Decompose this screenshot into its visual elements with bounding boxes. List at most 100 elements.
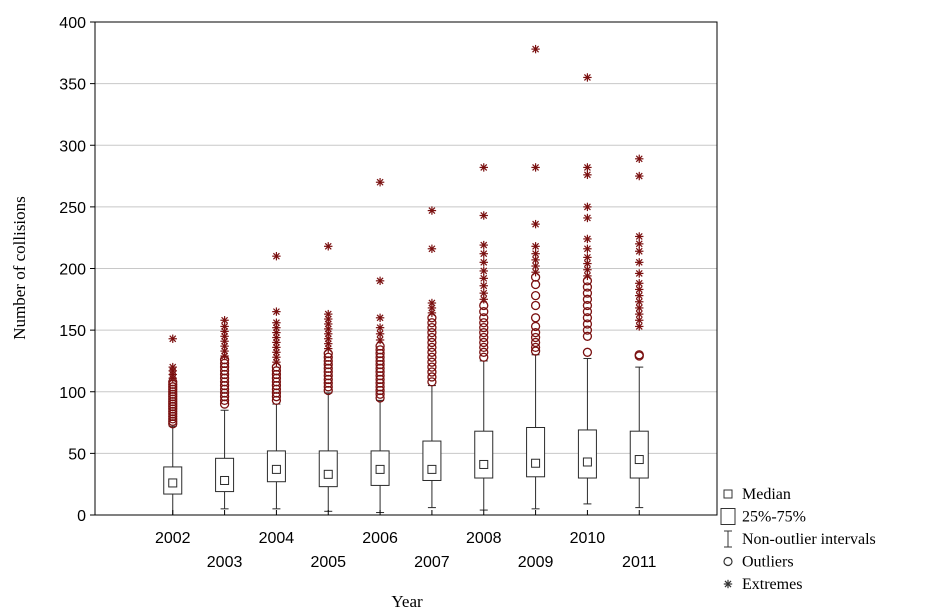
legend-extreme-marker	[723, 579, 733, 589]
iqr-box	[629, 430, 649, 479]
outlier-point	[427, 357, 437, 367]
extreme-point	[324, 324, 333, 334]
x-tick-label: 2003	[207, 554, 243, 571]
extreme-point	[635, 232, 644, 241]
extreme-point	[479, 295, 488, 304]
extreme-point	[479, 288, 488, 298]
extreme-point	[531, 249, 540, 258]
extreme-point	[635, 303, 644, 313]
legend-label: Median	[742, 486, 791, 503]
legend-item: Median	[723, 486, 791, 503]
extreme-point	[324, 242, 333, 251]
outlier-point	[479, 347, 489, 357]
extreme-point	[479, 163, 488, 172]
x-tick-label: 2002	[155, 530, 191, 547]
legend: Median 25%-75% Non-outlier intervals Outlie…	[720, 486, 876, 593]
outlier-point	[427, 323, 437, 333]
outlier-point	[479, 323, 489, 333]
outlier-point	[530, 332, 541, 343]
legend-label: 25%-75%	[742, 509, 806, 526]
outlier-point	[582, 294, 593, 304]
box-2002	[163, 334, 183, 516]
extreme-point	[168, 334, 177, 343]
outlier-point	[582, 347, 593, 357]
extreme-point	[375, 178, 385, 187]
box-2009	[526, 44, 546, 510]
iqr-box	[526, 426, 546, 478]
extreme-point	[324, 309, 333, 319]
outlier-point	[427, 372, 437, 382]
median-marker	[582, 457, 592, 467]
extreme-point	[168, 362, 177, 372]
extreme-point	[272, 251, 281, 261]
extreme-point	[479, 211, 488, 220]
outlier-point	[582, 325, 593, 335]
box-2006	[370, 178, 390, 514]
box-2003	[215, 316, 235, 510]
plot-frame	[94, 21, 718, 516]
extreme-point	[635, 285, 644, 294]
extreme-point	[479, 258, 488, 267]
outlier-point	[427, 332, 437, 343]
outlier-point	[530, 342, 541, 353]
grid-lines	[95, 83, 717, 454]
iqr-box	[318, 450, 338, 488]
extreme-point	[479, 274, 488, 283]
outlier-point	[375, 345, 385, 355]
outlier-point	[479, 332, 489, 343]
outlier-point	[427, 367, 437, 377]
extreme-point	[635, 258, 644, 267]
extreme-point	[220, 351, 229, 361]
outlier-point	[427, 352, 437, 362]
outlier-point	[582, 313, 593, 323]
median-marker	[323, 469, 333, 479]
extreme-point	[635, 269, 644, 278]
outlier-point	[479, 306, 489, 317]
x-tick-labels: 2002 2003 2004 2005 2006 2007 2008 2009 2010 2011	[155, 510, 657, 571]
median-marker	[375, 464, 385, 474]
extreme-point	[531, 261, 540, 271]
box-2010	[577, 73, 597, 505]
outlier-point	[271, 366, 282, 376]
extreme-point	[531, 267, 540, 277]
x-tick-label: 2011	[622, 554, 657, 571]
extreme-point	[220, 316, 229, 325]
x-tick-label: 2007	[414, 554, 450, 571]
extreme-point	[583, 163, 592, 172]
extreme-point	[531, 255, 540, 265]
outlier-point	[323, 352, 333, 362]
outlier-point	[634, 350, 644, 360]
box-2008	[474, 163, 494, 511]
box-plots	[163, 44, 649, 516]
outlier-point	[479, 337, 489, 348]
outlier-point	[479, 352, 489, 362]
extreme-point	[635, 239, 644, 249]
x-tick-label: 2010	[570, 530, 606, 547]
extreme-point	[324, 339, 333, 348]
extreme-point	[324, 344, 333, 353]
y-tick-label: 0	[77, 508, 86, 525]
outlier-point	[168, 382, 178, 392]
outlier-point	[530, 327, 541, 338]
median-marker	[220, 475, 230, 485]
extreme-point	[324, 334, 333, 343]
legend-label: Non-outlier intervals	[742, 531, 876, 548]
extreme-point	[635, 279, 644, 288]
iqr-box	[577, 429, 597, 479]
extreme-point	[583, 73, 592, 82]
extreme-point	[583, 213, 592, 223]
y-tick-label: 100	[59, 385, 86, 402]
y-tick-label: 50	[68, 446, 86, 463]
extreme-point	[479, 240, 488, 250]
y-tick-label: 150	[59, 323, 86, 340]
extreme-point	[375, 329, 385, 339]
outlier-point	[582, 282, 593, 292]
median-marker	[271, 464, 281, 474]
extreme-point	[479, 266, 488, 276]
extreme-point	[427, 298, 437, 308]
median-marker	[168, 478, 178, 488]
extreme-point	[583, 170, 592, 180]
extreme-point	[375, 276, 385, 286]
outlier-point	[582, 300, 593, 311]
